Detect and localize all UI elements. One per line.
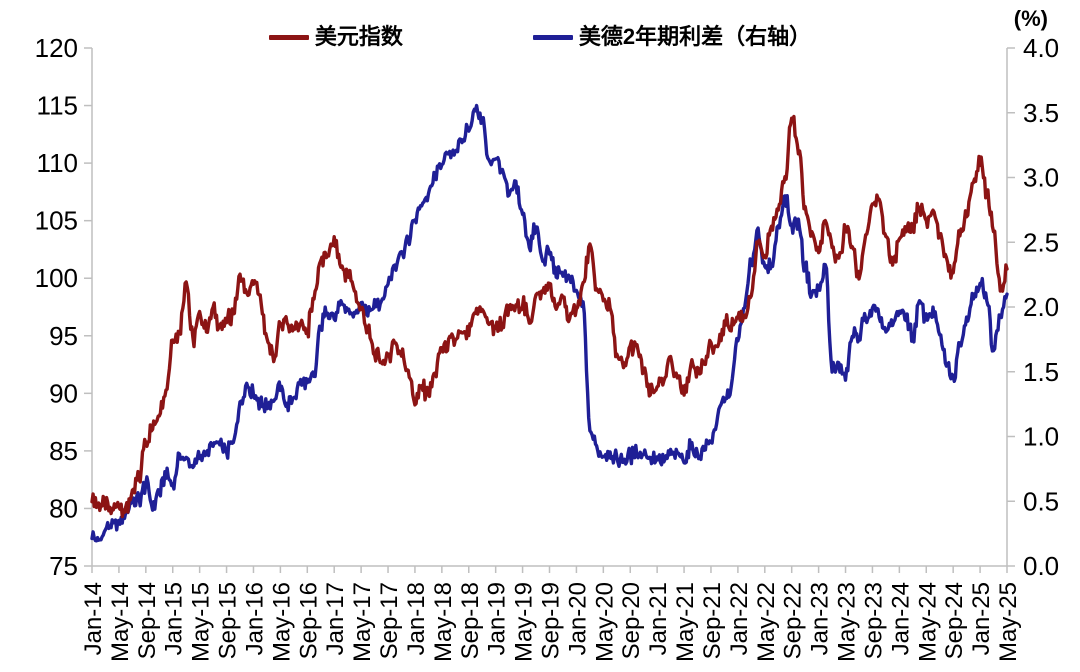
left-axis-label: 110 bbox=[37, 148, 78, 178]
right-axis-label: 2.5 bbox=[1023, 227, 1059, 257]
left-axis-label: 115 bbox=[37, 91, 78, 121]
x-axis-label: May-14 bbox=[107, 582, 134, 662]
x-axis-label: May-19 bbox=[511, 582, 538, 662]
right-axis-label: 3.5 bbox=[1023, 98, 1059, 128]
x-axis-label: Jan-24 bbox=[887, 582, 914, 655]
x-axis-label: Jan-17 bbox=[322, 582, 349, 655]
x-axis-label: May-22 bbox=[753, 582, 780, 662]
x-axis-label: Jan-22 bbox=[726, 582, 753, 655]
right-axis-label: 1.5 bbox=[1023, 357, 1059, 387]
right-axis-label: 0.5 bbox=[1023, 486, 1059, 516]
x-axis-label: Jan-18 bbox=[403, 582, 430, 655]
x-axis-label: Jan-16 bbox=[241, 582, 268, 655]
left-axis-label: 85 bbox=[49, 436, 78, 466]
right-axis-label: 4.0 bbox=[1023, 33, 1059, 63]
x-axis-label: Sep-21 bbox=[699, 582, 726, 659]
left-axis-label: 95 bbox=[49, 321, 78, 351]
right-axis-label: 2.0 bbox=[1023, 292, 1059, 322]
left-axis-label: 75 bbox=[49, 551, 78, 581]
x-axis-label: Jan-19 bbox=[484, 582, 511, 655]
series-line-usd-index bbox=[90, 114, 1009, 519]
right-axis-label: 3.0 bbox=[1023, 163, 1059, 193]
x-axis-label: May-24 bbox=[914, 582, 941, 662]
x-axis-label: Sep-15 bbox=[215, 582, 242, 659]
x-axis-label: May-17 bbox=[349, 582, 376, 662]
x-axis-label: Sep-22 bbox=[780, 582, 807, 659]
right-axis-label: 1.0 bbox=[1023, 422, 1059, 452]
left-axis-label: 100 bbox=[35, 263, 78, 293]
x-axis-label: May-16 bbox=[268, 582, 295, 662]
x-axis-label: Sep-19 bbox=[538, 582, 565, 659]
x-axis-label: Jan-15 bbox=[161, 582, 188, 655]
x-axis-label: Sep-23 bbox=[860, 582, 887, 659]
right-axis-unit-label: (%) bbox=[1013, 6, 1048, 31]
x-axis-label: Jan-14 bbox=[80, 582, 107, 655]
x-axis-label: Jan-21 bbox=[645, 582, 672, 655]
x-axis-label: May-20 bbox=[591, 582, 618, 662]
x-axis-label: Jan-25 bbox=[968, 582, 995, 655]
left-axis-label: 105 bbox=[35, 206, 78, 236]
left-axis-label: 80 bbox=[49, 493, 78, 523]
x-axis-label: May-23 bbox=[834, 582, 861, 662]
left-axis-label: 90 bbox=[49, 378, 78, 408]
right-axis-label: 0.0 bbox=[1023, 551, 1059, 581]
x-axis-label: May-21 bbox=[672, 582, 699, 662]
x-axis-label: Sep-14 bbox=[134, 582, 161, 659]
x-axis-label: May-18 bbox=[430, 582, 457, 662]
x-axis-label: Sep-16 bbox=[295, 582, 322, 659]
x-axis-label: Jan-23 bbox=[807, 582, 834, 655]
x-axis-label: Jan-20 bbox=[564, 582, 591, 655]
series-line-us-de-spread bbox=[90, 103, 1009, 543]
x-axis-label: Sep-17 bbox=[376, 582, 403, 659]
left-axis-label: 120 bbox=[35, 33, 78, 63]
x-axis-label: Sep-18 bbox=[457, 582, 484, 659]
x-axis-label: Sep-20 bbox=[618, 582, 645, 659]
x-axis-label: Sep-24 bbox=[941, 582, 968, 659]
x-axis-label: May-25 bbox=[995, 582, 1022, 662]
x-axis-label: May-15 bbox=[188, 582, 215, 662]
